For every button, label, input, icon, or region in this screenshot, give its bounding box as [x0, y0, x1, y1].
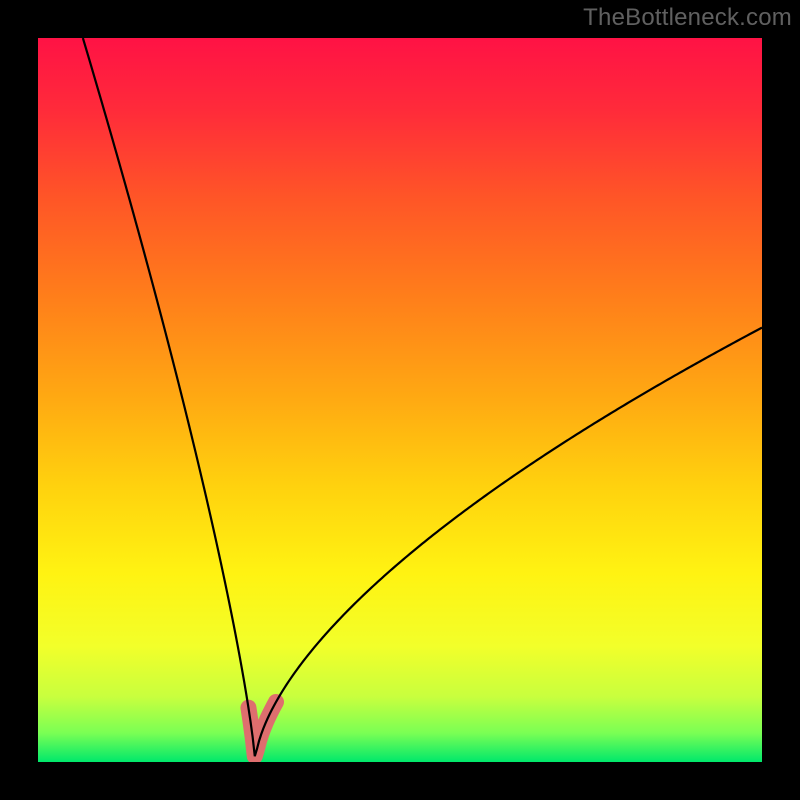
stage: TheBottleneck.com [0, 0, 800, 800]
chart-svg [38, 38, 762, 762]
gradient-background [38, 38, 762, 762]
plot-area [38, 38, 762, 762]
watermark-text: TheBottleneck.com [583, 4, 792, 32]
